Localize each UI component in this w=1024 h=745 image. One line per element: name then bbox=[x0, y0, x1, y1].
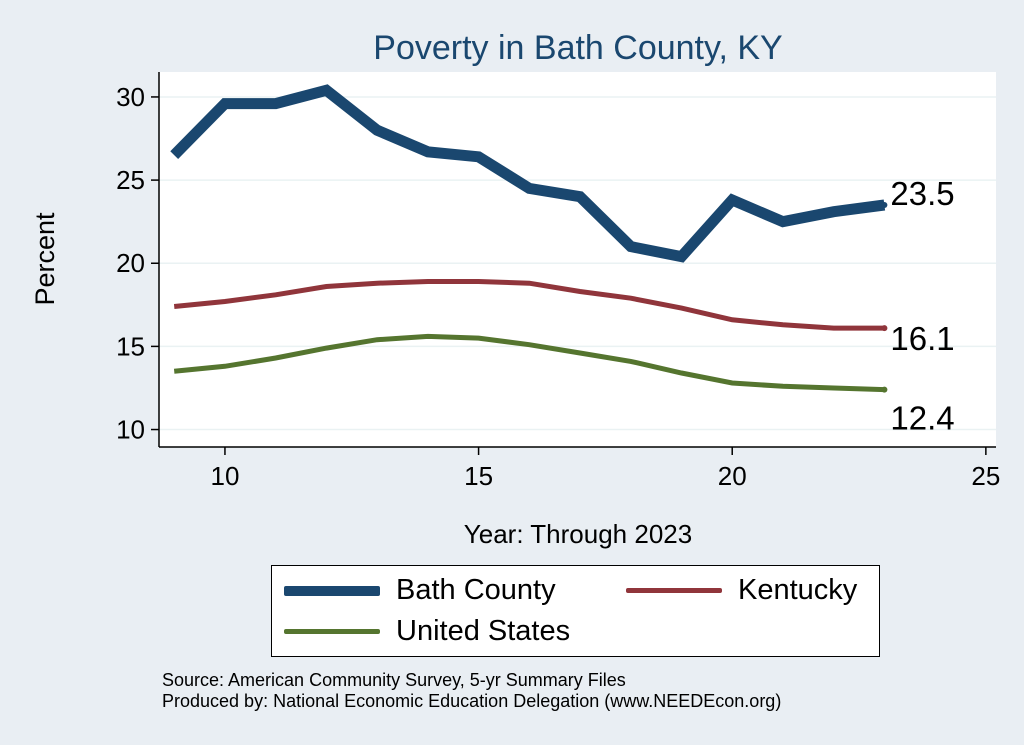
x-tick-label: 25 bbox=[971, 461, 1000, 491]
chart-title: Poverty in Bath County, KY bbox=[373, 29, 782, 67]
source-note: Source: American Community Survey, 5-yr … bbox=[162, 670, 781, 712]
y-tick-label: 10 bbox=[116, 415, 145, 445]
legend-label-bath-county: Bath County bbox=[396, 574, 556, 606]
y-axis-label: Percent bbox=[30, 212, 60, 306]
legend-swatch-united-states bbox=[284, 629, 380, 634]
legend-swatch-bath-county bbox=[284, 585, 380, 596]
legend-item-bath-county: Bath County bbox=[284, 574, 556, 607]
legend-label-kentucky: Kentucky bbox=[738, 574, 858, 606]
y-tick-label: 25 bbox=[116, 165, 145, 195]
plot-area bbox=[159, 72, 996, 447]
axes: 10 15 20 25 30 10 15 20 25 bbox=[116, 72, 1000, 491]
x-tick-label: 15 bbox=[464, 461, 493, 491]
series-end-point-united-states bbox=[881, 386, 888, 393]
series-end-point-kentucky bbox=[881, 325, 888, 332]
y-tick-label: 20 bbox=[116, 248, 145, 278]
y-tick-label: 30 bbox=[116, 82, 145, 112]
series-line-bath-county bbox=[170, 84, 886, 263]
end-label-united-states: 12.4 bbox=[890, 400, 954, 437]
series-lines bbox=[170, 84, 888, 393]
legend-label-united-states: United States bbox=[396, 615, 571, 647]
legend-item-united-states: United States bbox=[284, 615, 570, 648]
x-tick-label: 20 bbox=[718, 461, 747, 491]
end-label-kentucky: 16.1 bbox=[890, 320, 954, 357]
series-end-point-bath-county bbox=[881, 202, 888, 209]
end-label-bath-county: 23.5 bbox=[890, 175, 954, 212]
x-axis-label: Year: Through 2023 bbox=[464, 519, 692, 549]
series-line-kentucky bbox=[173, 279, 885, 331]
legend-item-kentucky: Kentucky bbox=[626, 574, 857, 607]
series-line-united-states bbox=[173, 333, 885, 393]
legend-swatch-kentucky bbox=[626, 588, 722, 593]
y-tick-label: 15 bbox=[116, 331, 145, 361]
producer-line: Produced by: National Economic Education… bbox=[162, 691, 782, 711]
legend: Bath County Kentucky United States bbox=[271, 565, 880, 657]
end-labels: 23.5 16.1 12.4 bbox=[890, 175, 954, 437]
source-line: Source: American Community Survey, 5-yr … bbox=[162, 670, 626, 690]
x-tick-label: 10 bbox=[210, 461, 239, 491]
